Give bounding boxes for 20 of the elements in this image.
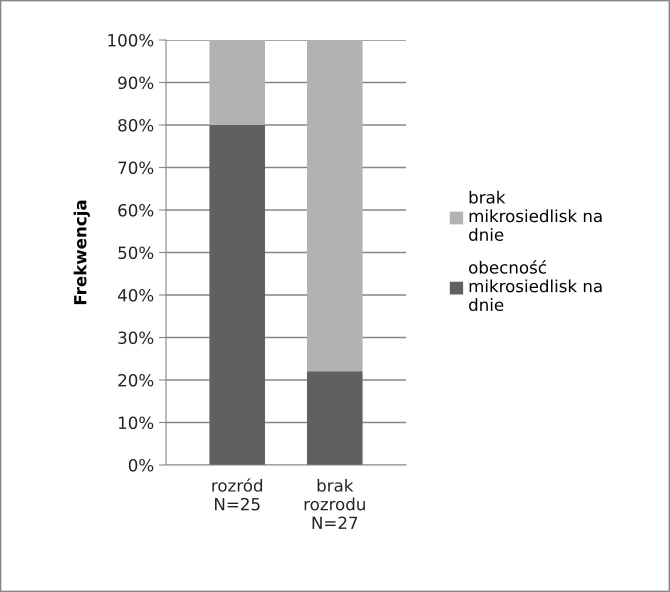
bar (306, 40, 363, 372)
y-tick-label: 60% (118, 204, 154, 217)
x-tick-label: rozród N=25 (212, 478, 262, 510)
bar (209, 40, 266, 125)
y-tick-label: 100% (108, 34, 154, 47)
bar (209, 125, 266, 465)
y-tick-label: 70% (118, 161, 154, 174)
y-tick-label: 20% (118, 374, 154, 387)
y-tick-label: 30% (118, 331, 154, 344)
y-axis-title: Frekwencja (74, 200, 90, 304)
y-tick-label: 40% (118, 288, 154, 302)
x-tick-label: brak rozrodu N=27 (304, 478, 365, 529)
y-tick-label: 0% (128, 458, 154, 472)
y-tick-label: 50% (118, 246, 154, 260)
legend-label: brak mikrosiedlisk na dnie (469, 190, 602, 241)
legend-label: obecność mikrosiedlisk na dnie (469, 260, 602, 312)
y-tick-label: 90% (118, 76, 154, 90)
bar (306, 372, 363, 465)
y-tick-label: 10% (118, 416, 154, 430)
y-tick-label: 80% (118, 118, 154, 132)
